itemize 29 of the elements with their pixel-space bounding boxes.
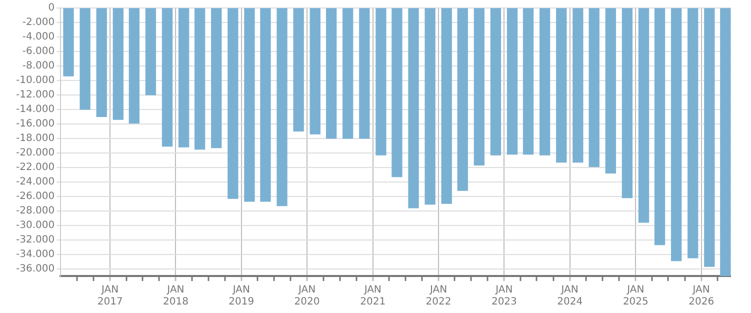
- y-tick-label: -18.000: [16, 132, 55, 144]
- x-tick-label: JAN 2025: [622, 284, 648, 308]
- x-tick-label: JAN 2020: [294, 284, 320, 308]
- x-tick-label: JAN 2022: [426, 284, 452, 308]
- y-tick-label: -8.000: [22, 60, 55, 72]
- y-tick-label: -36.000: [16, 263, 55, 274]
- y-tick-label: -22.000: [16, 162, 55, 173]
- y-tick-label: -16.000: [16, 118, 55, 130]
- y-tick-label: -30.000: [16, 220, 55, 231]
- y-tick-label: -28.000: [16, 205, 55, 216]
- y-tick-label: -20.000: [16, 147, 55, 158]
- y-tick-label: -4.000: [22, 32, 55, 43]
- y-tick-label: -14.000: [16, 104, 55, 115]
- x-tick-label: JAN 2026: [688, 284, 714, 308]
- y-tick-label: 0: [48, 2, 55, 14]
- x-tick-label: JAN 2018: [162, 284, 188, 308]
- y-tick-label: -32.000: [16, 234, 55, 246]
- y-tick-label: -24.000: [16, 176, 55, 188]
- x-tick-label: JAN 2021: [360, 284, 386, 308]
- y-tick-label: -6.000: [22, 46, 55, 58]
- y-tick-label: -34.000: [16, 248, 55, 260]
- x-tick-label: JAN 2017: [97, 284, 123, 308]
- y-tick-label: -26.000: [16, 190, 55, 202]
- x-tick-label: JAN 2024: [557, 284, 583, 308]
- y-tick-label: -2.000: [22, 17, 55, 28]
- x-tick-label: JAN 2019: [228, 284, 254, 308]
- y-tick-label: -10.000: [16, 75, 55, 86]
- x-tick-label: JAN 2023: [491, 284, 517, 308]
- y-tick-label: -12.000: [16, 90, 55, 101]
